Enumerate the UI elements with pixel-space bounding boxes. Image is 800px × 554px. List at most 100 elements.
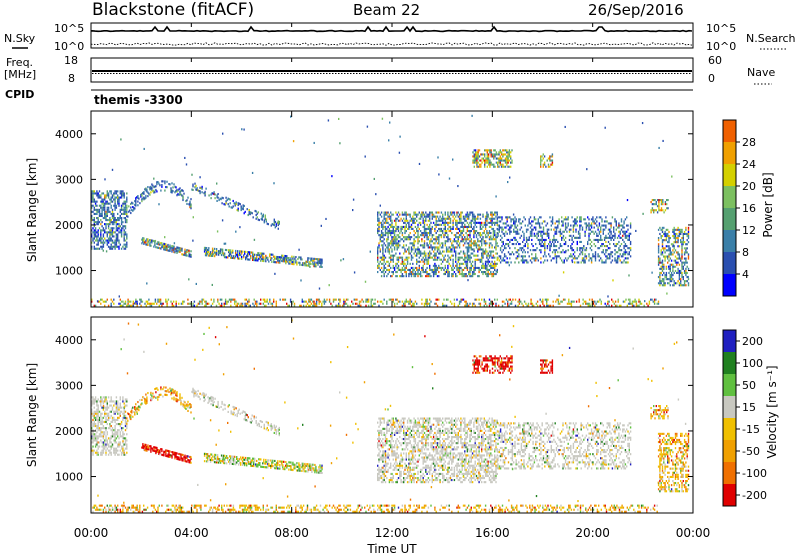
echo-cell — [115, 508, 118, 511]
echo-cell — [528, 220, 530, 223]
echo-cell — [474, 157, 477, 160]
echo-cell — [110, 200, 112, 203]
echo-cell — [228, 205, 230, 208]
echo-cell — [405, 238, 407, 241]
echo-cell — [269, 300, 271, 303]
echo-cell — [277, 224, 279, 227]
echo-cell — [229, 251, 231, 254]
echo-cell — [406, 213, 409, 216]
echo-cell — [557, 300, 560, 303]
echo-cell — [241, 302, 244, 305]
echo-cell — [514, 298, 517, 301]
echo-cell — [392, 238, 394, 241]
echo-cell — [659, 261, 661, 264]
echo-cell — [342, 258, 345, 261]
echo-cell — [468, 230, 470, 233]
echo-cell — [479, 258, 482, 261]
echo-cell — [540, 163, 542, 166]
echo-cell — [556, 298, 558, 301]
echo-cell — [146, 188, 148, 191]
echo-cell — [199, 190, 201, 193]
echo-cell — [283, 260, 285, 263]
echo-cell — [444, 227, 446, 230]
echo-cell — [115, 225, 118, 228]
echo-cell — [106, 202, 108, 205]
echo-cell — [417, 252, 419, 255]
echo-cell — [600, 238, 602, 241]
echo-cell — [119, 210, 121, 213]
echo-cell — [396, 275, 398, 278]
echo-cell — [319, 300, 322, 303]
echo-cell — [367, 298, 370, 301]
echo-cell — [111, 212, 114, 215]
echo-cell — [419, 244, 422, 247]
echo-cell — [273, 255, 275, 258]
echo-cell — [536, 304, 539, 307]
echo-cell — [535, 302, 537, 305]
echo-cell — [100, 206, 102, 209]
echo-cell — [438, 223, 440, 226]
echo-cell — [513, 220, 515, 223]
echo-cell — [594, 245, 597, 248]
echo-cell — [685, 247, 687, 250]
echo-cell — [338, 302, 340, 305]
echo-cell — [257, 252, 259, 255]
echo-cell — [421, 302, 423, 305]
echo-cell — [519, 218, 521, 221]
echo-cell — [335, 298, 337, 301]
echo-cell — [399, 275, 401, 278]
echo-cell — [546, 159, 548, 162]
echo-cell — [627, 224, 629, 227]
echo-cell — [601, 224, 603, 227]
echo-cell — [660, 280, 662, 283]
echo-cell — [494, 256, 496, 259]
echo-cell — [546, 300, 548, 303]
echo-cell — [447, 258, 449, 261]
echo-cell — [497, 228, 499, 231]
echo-cell — [659, 257, 661, 260]
echo-cell — [616, 226, 619, 229]
echo-cell — [634, 298, 636, 301]
echo-cell — [104, 204, 106, 207]
echo-cell — [507, 155, 509, 158]
echo-cell — [180, 190, 182, 193]
echo-cell — [453, 238, 456, 241]
echo-cell — [477, 157, 479, 160]
echo-cell — [687, 232, 690, 235]
echo-cell — [607, 300, 609, 303]
echo-cell — [585, 226, 588, 229]
echo-cell — [609, 236, 611, 239]
echo-cell — [208, 194, 210, 197]
echo-cell — [677, 271, 679, 274]
echo-cell — [386, 213, 388, 216]
echo-cell — [223, 256, 226, 259]
echo-cell — [429, 219, 431, 222]
echo-cell — [607, 247, 610, 250]
echo-cell — [500, 165, 503, 168]
echo-cell — [96, 237, 98, 240]
echo-cell — [206, 302, 209, 305]
echo-cell — [474, 223, 476, 226]
echo-cell — [111, 233, 114, 236]
echo-cell — [124, 202, 127, 205]
echo-cell — [201, 191, 203, 194]
echo-cell — [680, 269, 682, 272]
echo-cell — [399, 244, 401, 247]
echo-cell — [468, 225, 470, 228]
echo-cell — [555, 226, 558, 229]
echo-cell — [386, 232, 388, 235]
echo-cell — [449, 256, 452, 259]
echo-cell — [538, 222, 541, 225]
echo-cell — [118, 231, 120, 234]
echo-cell — [166, 186, 168, 189]
echo-cell — [540, 165, 542, 168]
echo-cell — [648, 300, 651, 303]
echo-cell — [510, 253, 512, 256]
echo-cell — [96, 212, 98, 215]
echo-cell — [305, 304, 307, 307]
freq-right-tick-top: 60 — [708, 54, 722, 67]
echo-cell — [235, 230, 237, 233]
echo-cell — [196, 304, 198, 307]
echo-cell — [470, 275, 472, 278]
echo-cell — [600, 300, 602, 303]
